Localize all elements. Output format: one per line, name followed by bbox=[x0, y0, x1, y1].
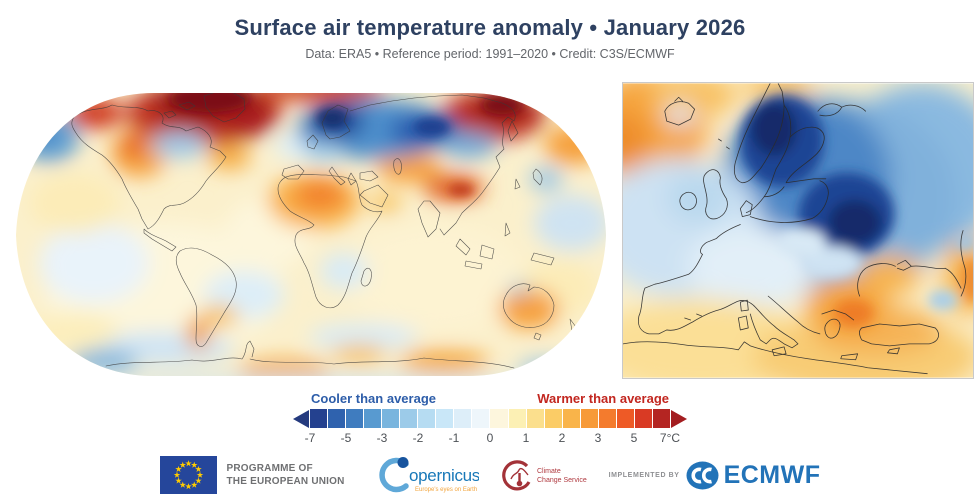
colorbar bbox=[293, 409, 687, 428]
colorbar-segment bbox=[454, 409, 472, 428]
colorbar-segment bbox=[544, 409, 562, 428]
footer: PROGRAMME OF THE EUROPEAN UNION opernicu… bbox=[0, 452, 980, 498]
world-anomaly-cores bbox=[170, 93, 522, 196]
colorbar-segment bbox=[616, 409, 634, 428]
world-map bbox=[14, 83, 608, 386]
colorbar-tick: -1 bbox=[448, 431, 460, 445]
colorbar-tick: 1 bbox=[522, 431, 530, 445]
colorbar-segment bbox=[418, 409, 436, 428]
colorbar-segment bbox=[598, 409, 616, 428]
colorbar-tick: -7 bbox=[304, 431, 316, 445]
colorbar-segment bbox=[436, 409, 454, 428]
c3s-label-line2: Change Service bbox=[537, 477, 587, 484]
colorbar-segment bbox=[508, 409, 526, 428]
legend: Cooler than average Warmer than average … bbox=[293, 391, 687, 447]
ecmwf-globe-icon bbox=[686, 461, 719, 489]
colorbar-tick: -2 bbox=[412, 431, 424, 445]
europe-anomaly-field bbox=[623, 83, 973, 378]
colorbar-segment bbox=[310, 409, 328, 428]
legend-warmer-label: Warmer than average bbox=[537, 391, 669, 406]
colorbar-segment bbox=[652, 409, 670, 428]
colorbar-segment bbox=[382, 409, 400, 428]
c3s-mountain-icon bbox=[509, 467, 529, 480]
colorbar-segments bbox=[310, 409, 670, 428]
colorbar-segment bbox=[580, 409, 598, 428]
europe-coastlines bbox=[623, 83, 967, 375]
colorbar-arrow-left bbox=[293, 409, 309, 428]
eu-programme-label: PROGRAMME OF THE EUROPEAN UNION bbox=[227, 462, 345, 489]
europe-map bbox=[622, 82, 974, 379]
colorbar-tick: 2 bbox=[558, 431, 566, 445]
colorbar-segment bbox=[346, 409, 364, 428]
legend-cooler-label: Cooler than average bbox=[311, 391, 436, 406]
colorbar-segment bbox=[328, 409, 346, 428]
copernicus-tagline: Europe's eyes on Earth bbox=[415, 487, 477, 493]
colorbar-segment bbox=[364, 409, 382, 428]
world-coastlines bbox=[71, 93, 582, 369]
header: Surface air temperature anomaly • Januar… bbox=[0, 0, 980, 61]
eu-programme-line2: THE EUROPEAN UNION bbox=[226, 476, 345, 487]
europe-anomaly-cores bbox=[740, 95, 973, 327]
implemented-by-label: IMPLEMENTED BY bbox=[608, 471, 680, 479]
page-title: Surface air temperature anomaly • Januar… bbox=[234, 15, 746, 40]
c3s-circle-icon bbox=[501, 460, 530, 491]
climate-change-service-logo: Climate Change Service bbox=[501, 460, 587, 491]
c3s-label-line1: Climate bbox=[537, 468, 561, 475]
colorbar-segment bbox=[472, 409, 490, 428]
colorbar-ticks: -7 -5 -3 -2 -1 0 1 2 3 5 7°C bbox=[305, 431, 680, 447]
colorbar-tick: -3 bbox=[376, 431, 388, 445]
colorbar-tick: 5 bbox=[630, 431, 638, 445]
europe-map-graphic bbox=[623, 83, 973, 378]
world-map-graphic bbox=[16, 93, 606, 376]
ecmwf-logo: ECMWF bbox=[686, 461, 821, 490]
colorbar-tick: 7°C bbox=[659, 431, 681, 445]
ecmwf-wordmark: ECMWF bbox=[723, 460, 821, 489]
eu-programme-line1: PROGRAMME OF bbox=[226, 462, 313, 474]
eu-flag bbox=[159, 456, 217, 494]
colorbar-segment bbox=[562, 409, 580, 428]
colorbar-segment bbox=[490, 409, 508, 428]
copernicus-logo: opernicus Europe's eyes on Earth bbox=[378, 457, 479, 493]
colorbar-segment bbox=[526, 409, 544, 428]
copernicus-wordmark: opernicus bbox=[409, 466, 479, 485]
copernicus-sphere-icon bbox=[397, 457, 409, 468]
colorbar-segment bbox=[634, 409, 652, 428]
page-subtitle: Data: ERA5 • Reference period: 1991–2020… bbox=[305, 47, 675, 61]
colorbar-tick: -5 bbox=[340, 431, 352, 445]
colorbar-arrow-right bbox=[671, 409, 687, 428]
colorbar-segment bbox=[400, 409, 418, 428]
colorbar-tick: 3 bbox=[594, 431, 602, 445]
c3s-thermometer-bulb bbox=[516, 480, 522, 487]
colorbar-tick: 0 bbox=[486, 431, 494, 445]
